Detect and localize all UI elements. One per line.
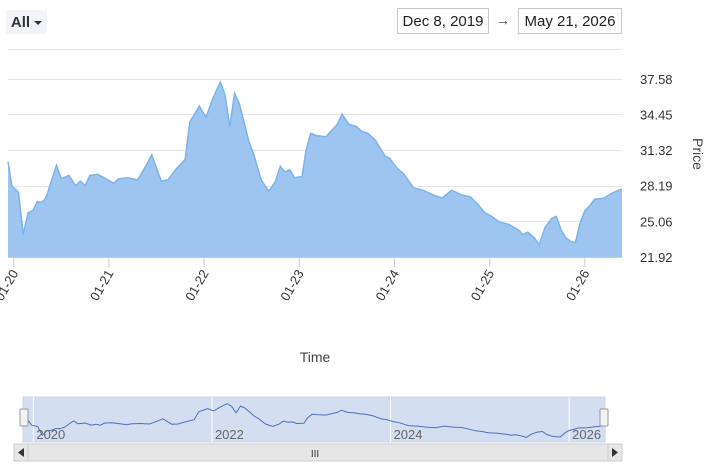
price-line-series: [7, 80, 623, 247]
y-tick-label: 37.58: [640, 72, 673, 87]
y-tick-label: 21.92: [640, 250, 673, 265]
price-area-series: [8, 82, 622, 257]
y-tick-label: 25.06: [640, 214, 673, 229]
y-tick-label: 28.19: [640, 179, 673, 194]
y-axis-ticks: 21.92 25.06 28.19 31.32 34.45 37.58: [640, 72, 673, 265]
arrow-right-icon: [612, 448, 618, 457]
navigator-right-handle[interactable]: [599, 408, 609, 427]
navigator-year-labels: 2020 2022 2024 2026: [36, 427, 601, 442]
x-tick-label: 01-25: [468, 267, 498, 303]
x-tick-label: 01-22: [182, 267, 212, 303]
date-to-input[interactable]: May 21, 2026: [518, 8, 622, 34]
x-tick-label: 01-20: [0, 267, 21, 303]
x-tick-label: 01-26: [563, 267, 593, 303]
x-tick-label: 01-23: [277, 267, 307, 303]
date-range-arrow: →: [496, 12, 510, 28]
x-axis-title: Time: [300, 349, 331, 365]
navigator-left-handle[interactable]: [19, 408, 29, 427]
y-axis-title: Price: [690, 138, 706, 170]
range-selector-label: All: [10, 13, 31, 31]
navigator-year-label: 2020: [36, 427, 65, 442]
date-from-input[interactable]: Dec 8, 2019: [397, 8, 489, 34]
navigator-series-line: [27, 403, 605, 438]
navigator-year-label: 2026: [572, 427, 601, 442]
scrollbar-grip: III: [311, 449, 319, 460]
x-tick-label: 01-24: [372, 267, 402, 303]
navigator-year-grid: [32, 397, 570, 442]
arrow-left-icon: [18, 448, 24, 457]
range-selector-dropdown[interactable]: All: [6, 10, 47, 34]
y-tick-label: 34.45: [640, 108, 673, 123]
x-axis-ticks: 01-20 01-21 01-22 01-23 01-24 01-25 01-26: [0, 257, 592, 303]
navigator-year-label: 2024: [394, 427, 423, 442]
x-tick-label: 01-21: [87, 267, 117, 303]
scrollbar[interactable]: III: [13, 443, 623, 462]
chevron-down-icon: [34, 21, 43, 25]
navigator-year-label: 2022: [215, 427, 244, 442]
y-tick-label: 31.32: [640, 143, 673, 158]
navigator[interactable]: 2020 2022 2024 2026: [19, 396, 609, 443]
